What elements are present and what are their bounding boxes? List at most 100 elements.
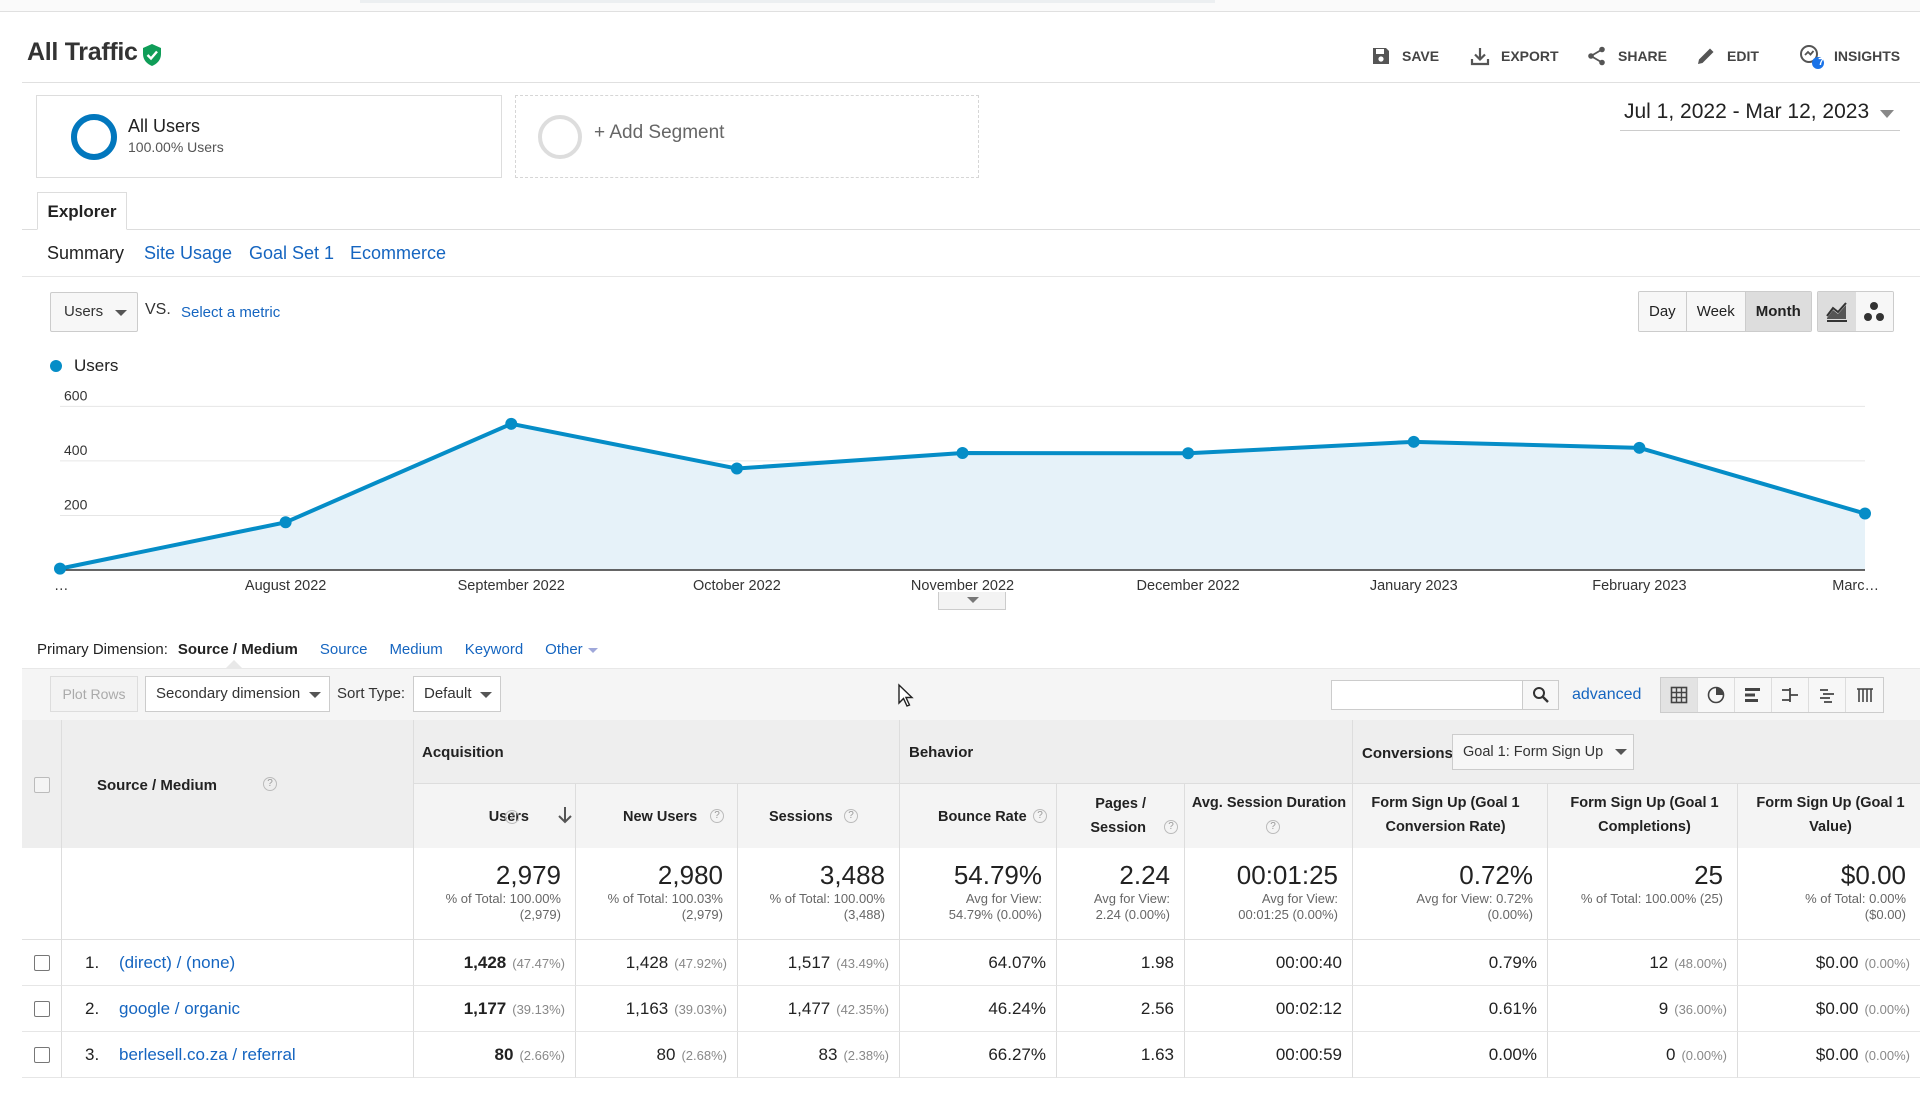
save-button[interactable]: SAVE [1370, 42, 1439, 70]
select-metric-link[interactable]: Select a metric [181, 304, 281, 321]
source-medium-link[interactable]: berlesell.co.za / referral [119, 1045, 296, 1064]
secondary-dimension-select[interactable]: Secondary dimension [145, 676, 330, 712]
data-point[interactable] [1182, 447, 1195, 460]
data-point[interactable] [1859, 507, 1871, 520]
col-bounce-rate[interactable]: Bounce Rate? [900, 784, 1057, 848]
total-cell: 54.79% Avg for View: 54.79% (0.00%) [900, 848, 1057, 940]
chart-collapse-handle[interactable] [938, 592, 1006, 610]
date-range-picker[interactable]: Jul 1, 2022 - Mar 12, 2023 [1624, 100, 1870, 123]
sort-type-select[interactable]: Default [413, 676, 501, 712]
table-cell: 80 (2.66%) [414, 1032, 576, 1078]
sort-down-arrow-icon[interactable] [557, 806, 573, 824]
line-chart-button[interactable] [1818, 292, 1856, 331]
data-point[interactable] [505, 417, 518, 430]
tab-explorer[interactable]: Explorer [37, 192, 127, 230]
advanced-filter-link[interactable]: advanced [1572, 686, 1642, 703]
explorer-tab-line [22, 229, 1920, 230]
col-goal-value[interactable]: Form Sign Up (Goal 1 Value) [1738, 784, 1920, 848]
col-pages-session[interactable]: Pages / Session? [1057, 784, 1185, 848]
table-cell: 0.79% [1353, 940, 1548, 986]
data-point[interactable] [956, 447, 969, 459]
term-cloud-view-button[interactable] [1809, 678, 1846, 712]
col-goal-conversion-rate[interactable]: Form Sign Up (Goal 1 Conversion Rate) [1353, 784, 1548, 848]
col-goal-completions[interactable]: Form Sign Up (Goal 1 Completions) [1548, 784, 1738, 848]
search-button[interactable] [1523, 680, 1559, 710]
chevron-down-icon [115, 310, 127, 316]
dimension-pointer [226, 660, 242, 668]
dimension-header[interactable]: Source / Medium? [62, 720, 414, 848]
row-checkbox[interactable] [34, 1047, 50, 1063]
dimension-source-medium[interactable]: Source / Medium [177, 641, 298, 658]
table-search-input[interactable] [1331, 680, 1523, 710]
help-icon[interactable]: ? [1266, 820, 1280, 834]
period-month-button[interactable]: Month [1745, 292, 1811, 331]
export-button[interactable]: EXPORT [1469, 42, 1559, 70]
dimension-other[interactable]: Other [545, 641, 598, 658]
subtab-goal-set-1[interactable]: Goal Set 1 [249, 243, 335, 263]
metric-select[interactable]: Users [50, 292, 138, 332]
dimension-keyword[interactable]: Keyword [464, 641, 524, 658]
cell-value: 00:02:12 [1275, 999, 1342, 1018]
cell-value: 1,517 [787, 953, 831, 972]
help-icon[interactable]: ? [1164, 820, 1178, 834]
subtab-site-usage[interactable]: Site Usage [144, 243, 233, 263]
dimension-source[interactable]: Source [319, 641, 368, 658]
cell-percent: (43.49%) [836, 956, 889, 971]
add-segment-button[interactable]: + Add Segment [515, 95, 979, 178]
total-value: $0.00 [1840, 860, 1906, 890]
help-icon[interactable]: ? [263, 777, 277, 791]
period-week-button[interactable]: Week [1686, 292, 1746, 331]
data-point[interactable] [730, 462, 743, 475]
x-tick-label: Marc… [1832, 578, 1879, 594]
help-icon[interactable]: ? [710, 809, 724, 823]
pivot-view-button[interactable] [1846, 678, 1883, 712]
motion-chart-button[interactable] [1855, 292, 1893, 331]
table-cell: 1,428 (47.92%) [576, 940, 738, 986]
plot-rows-button[interactable]: Plot Rows [50, 676, 138, 712]
row-checkbox[interactable] [34, 1001, 50, 1017]
chevron-down-icon [480, 692, 492, 698]
data-point[interactable] [279, 516, 292, 529]
source-medium-link[interactable]: (direct) / (none) [119, 953, 236, 972]
data-point[interactable] [1633, 441, 1646, 454]
select-all-cell [22, 720, 62, 848]
pivot-icon [1856, 688, 1873, 702]
row-checkbox[interactable] [34, 955, 50, 971]
col-avg-session-duration[interactable]: Avg. Session Duration? [1185, 784, 1353, 848]
table-row-dimension: 1. (direct) / (none) [62, 940, 414, 986]
performance-view-button[interactable] [1735, 678, 1772, 712]
cell-percent: (39.03%) [674, 1002, 727, 1017]
subtab-ecommerce[interactable]: Ecommerce [350, 243, 447, 263]
cell-value: 0.61% [1488, 999, 1537, 1018]
motion-chart-icon [1864, 301, 1885, 321]
data-point[interactable] [1407, 435, 1420, 448]
data-view-button[interactable] [1661, 678, 1698, 712]
percentage-view-button[interactable] [1698, 678, 1735, 712]
insights-button[interactable]: INSIGHTS [1798, 42, 1900, 70]
cell-percent: (47.47%) [512, 956, 565, 971]
cell-value: $0.00 [1815, 999, 1859, 1018]
share-button[interactable]: SHARE [1586, 42, 1667, 70]
help-icon[interactable]: ? [844, 809, 858, 823]
vs-label: VS. [145, 301, 171, 318]
select-all-checkbox[interactable] [34, 777, 50, 793]
total-sub: (3,488) [843, 907, 885, 922]
col-sessions[interactable]: Sessions? [738, 784, 900, 848]
edit-button[interactable]: EDIT [1695, 42, 1759, 70]
period-day-button[interactable]: Day [1639, 292, 1687, 331]
help-icon[interactable]: ? [505, 810, 519, 824]
data-point[interactable] [54, 562, 66, 575]
col-users[interactable]: Users? [414, 784, 576, 848]
comparison-view-button[interactable] [1772, 678, 1809, 712]
col-new-users[interactable]: New Users? [576, 784, 738, 848]
total-sub: 54.79% (0.00%) [948, 907, 1042, 922]
dimension-medium[interactable]: Medium [389, 641, 443, 658]
search-icon [1532, 687, 1549, 703]
subtab-summary[interactable]: Summary [47, 243, 125, 263]
goal-select[interactable]: Goal 1: Form Sign Up [1452, 734, 1634, 770]
source-medium-link[interactable]: google / organic [119, 999, 240, 1018]
segment-all-users[interactable]: All Users 100.00% Users [36, 95, 502, 178]
insights-icon [1800, 45, 1824, 69]
date-caret-icon[interactable] [1880, 110, 1894, 118]
help-icon[interactable]: ? [1033, 809, 1047, 823]
